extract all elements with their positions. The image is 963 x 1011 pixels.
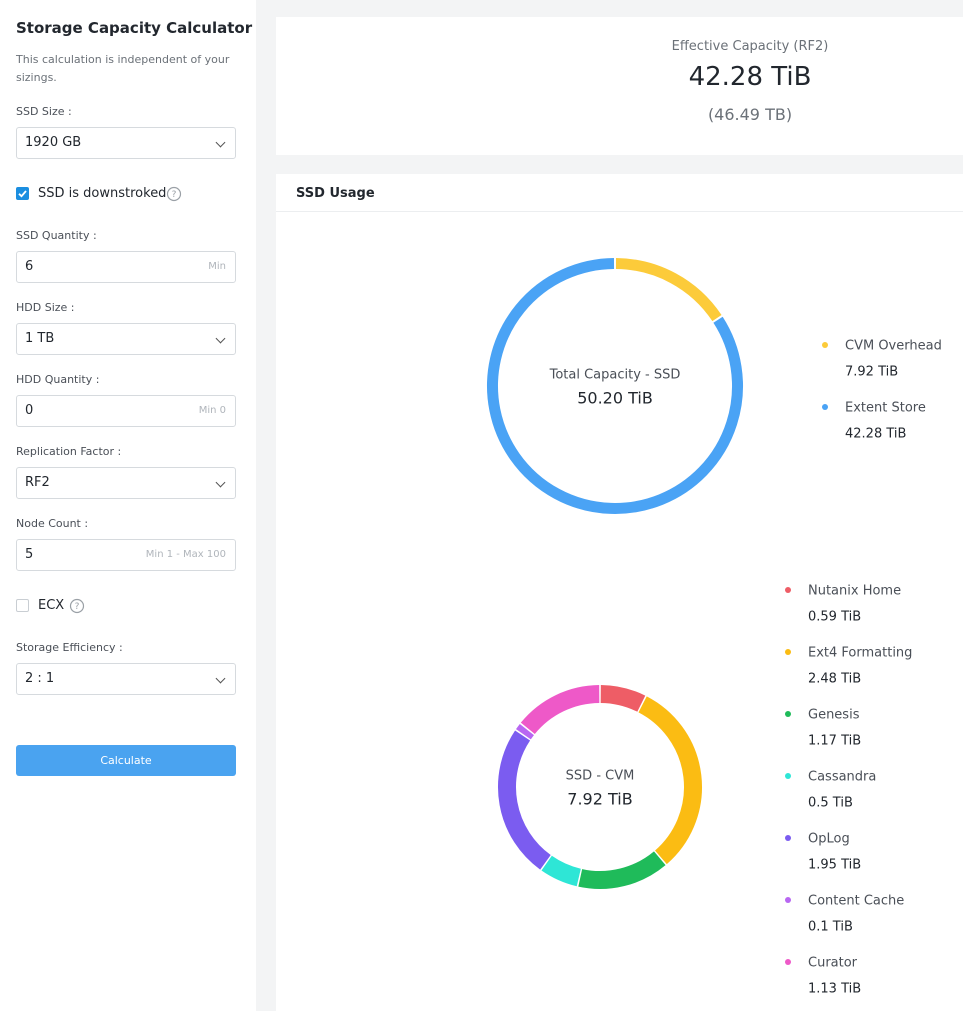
svg-text:?: ? [172, 190, 177, 200]
center-title: SSD - CVM [566, 769, 635, 784]
checkbox[interactable] [16, 187, 29, 200]
legend-dot [785, 835, 791, 841]
input-hint: Min 0 [198, 405, 226, 416]
legend-label: Cassandra [808, 770, 876, 785]
field-label: Node Count : [16, 517, 89, 530]
legend-value: 0.59 TiB [808, 610, 861, 625]
legend-value: 1.13 TiB [808, 982, 861, 997]
field-label: HDD Quantity : [16, 373, 100, 386]
input-hint: Min [208, 261, 226, 272]
summary-title: Effective Capacity (RF2) [671, 39, 829, 54]
legend-value: 0.1 TiB [808, 920, 853, 935]
select[interactable]: 2 : 1 [16, 663, 236, 695]
input-value: 6 [25, 259, 34, 274]
field-label: SSD Quantity : [16, 229, 97, 242]
divider [276, 211, 963, 212]
donut-segment [487, 258, 743, 514]
checkbox-label: ECX [38, 598, 65, 613]
legend-label: Ext4 Formatting [808, 646, 912, 661]
select[interactable]: RF2 [16, 467, 236, 499]
input[interactable]: 5 Min 1 - Max 100 [16, 539, 236, 571]
legend-dot [785, 897, 791, 903]
donut-segment [638, 696, 702, 865]
legend-label: OpLog [808, 832, 850, 847]
summary-card: Effective Capacity (RF2) 42.28 TiB (46.4… [276, 17, 963, 155]
select-value: RF2 [25, 475, 50, 490]
legend-dot [822, 404, 828, 410]
legend-dot [785, 587, 791, 593]
legend-label: Curator [808, 956, 858, 971]
donut-segment [615, 258, 722, 322]
sidebar-title: Storage Capacity Calculator [16, 19, 253, 37]
charts: CVM Overhead 7.92 TiB Extent Store 42.28 Ti… [487, 258, 942, 997]
legend-label: Nutanix Home [808, 584, 901, 599]
description: This calculation is independent of your … [16, 53, 230, 84]
summary-value: 42.28 TiB [688, 62, 812, 92]
donut-segment [578, 851, 666, 889]
legend-value: 0.5 TiB [808, 796, 853, 811]
help-icon[interactable]: ? [69, 598, 85, 614]
legend-dot [785, 649, 791, 655]
select[interactable]: 1920 GB [16, 127, 236, 159]
legend-value: 42.28 TiB [845, 427, 906, 442]
field-label: SSD Size : [16, 105, 72, 118]
center-title: Total Capacity - SSD [549, 368, 681, 383]
field-label: Storage Efficiency : [16, 641, 123, 654]
sidebar: Storage Capacity Calculator This calcula… [0, 0, 256, 1011]
field-label: HDD Size : [16, 301, 75, 314]
input[interactable]: 6 Min [16, 251, 236, 283]
checkbox-label: SSD is downstroked [38, 186, 167, 201]
legend-label: CVM Overhead [845, 339, 942, 354]
select[interactable]: 1 TB [16, 323, 236, 355]
donut-segment [600, 685, 646, 712]
donut-segment [515, 723, 535, 740]
center-value: 7.92 TiB [567, 790, 632, 809]
field-label: Replication Factor : [16, 445, 122, 458]
legend-dot [822, 342, 828, 348]
input-value: 5 [25, 547, 34, 562]
input[interactable]: 0 Min 0 [16, 395, 236, 427]
svg-text:?: ? [75, 602, 80, 612]
help-icon[interactable]: ? [166, 186, 182, 202]
legend-label: Genesis [808, 708, 860, 723]
legend-dot [785, 773, 791, 779]
summary-secondary: (46.49 TB) [707, 105, 793, 124]
legend-dot [785, 711, 791, 717]
legend-label: Extent Store [845, 401, 926, 416]
panel-title: SSD Usage [296, 186, 375, 201]
select-value: 1 TB [25, 331, 55, 346]
input-value: 0 [25, 403, 34, 418]
legend-value: 2.48 TiB [808, 672, 861, 687]
legend-dot [785, 959, 791, 965]
legend-label: Content Cache [808, 894, 904, 909]
checkbox[interactable] [16, 599, 29, 612]
donut-segment [498, 730, 551, 870]
legend-value: 1.95 TiB [808, 858, 861, 873]
center-value: 50.20 TiB [577, 389, 653, 408]
input-hint: Min 1 - Max 100 [145, 549, 226, 560]
legend-value: 1.17 TiB [808, 734, 861, 749]
calculate-button[interactable]: Calculate [16, 745, 236, 776]
donut-segment [520, 685, 600, 735]
select-value: 1920 GB [25, 135, 82, 150]
donut-segment [541, 855, 582, 887]
select-value: 2 : 1 [25, 671, 55, 686]
legend-value: 7.92 TiB [845, 365, 898, 380]
